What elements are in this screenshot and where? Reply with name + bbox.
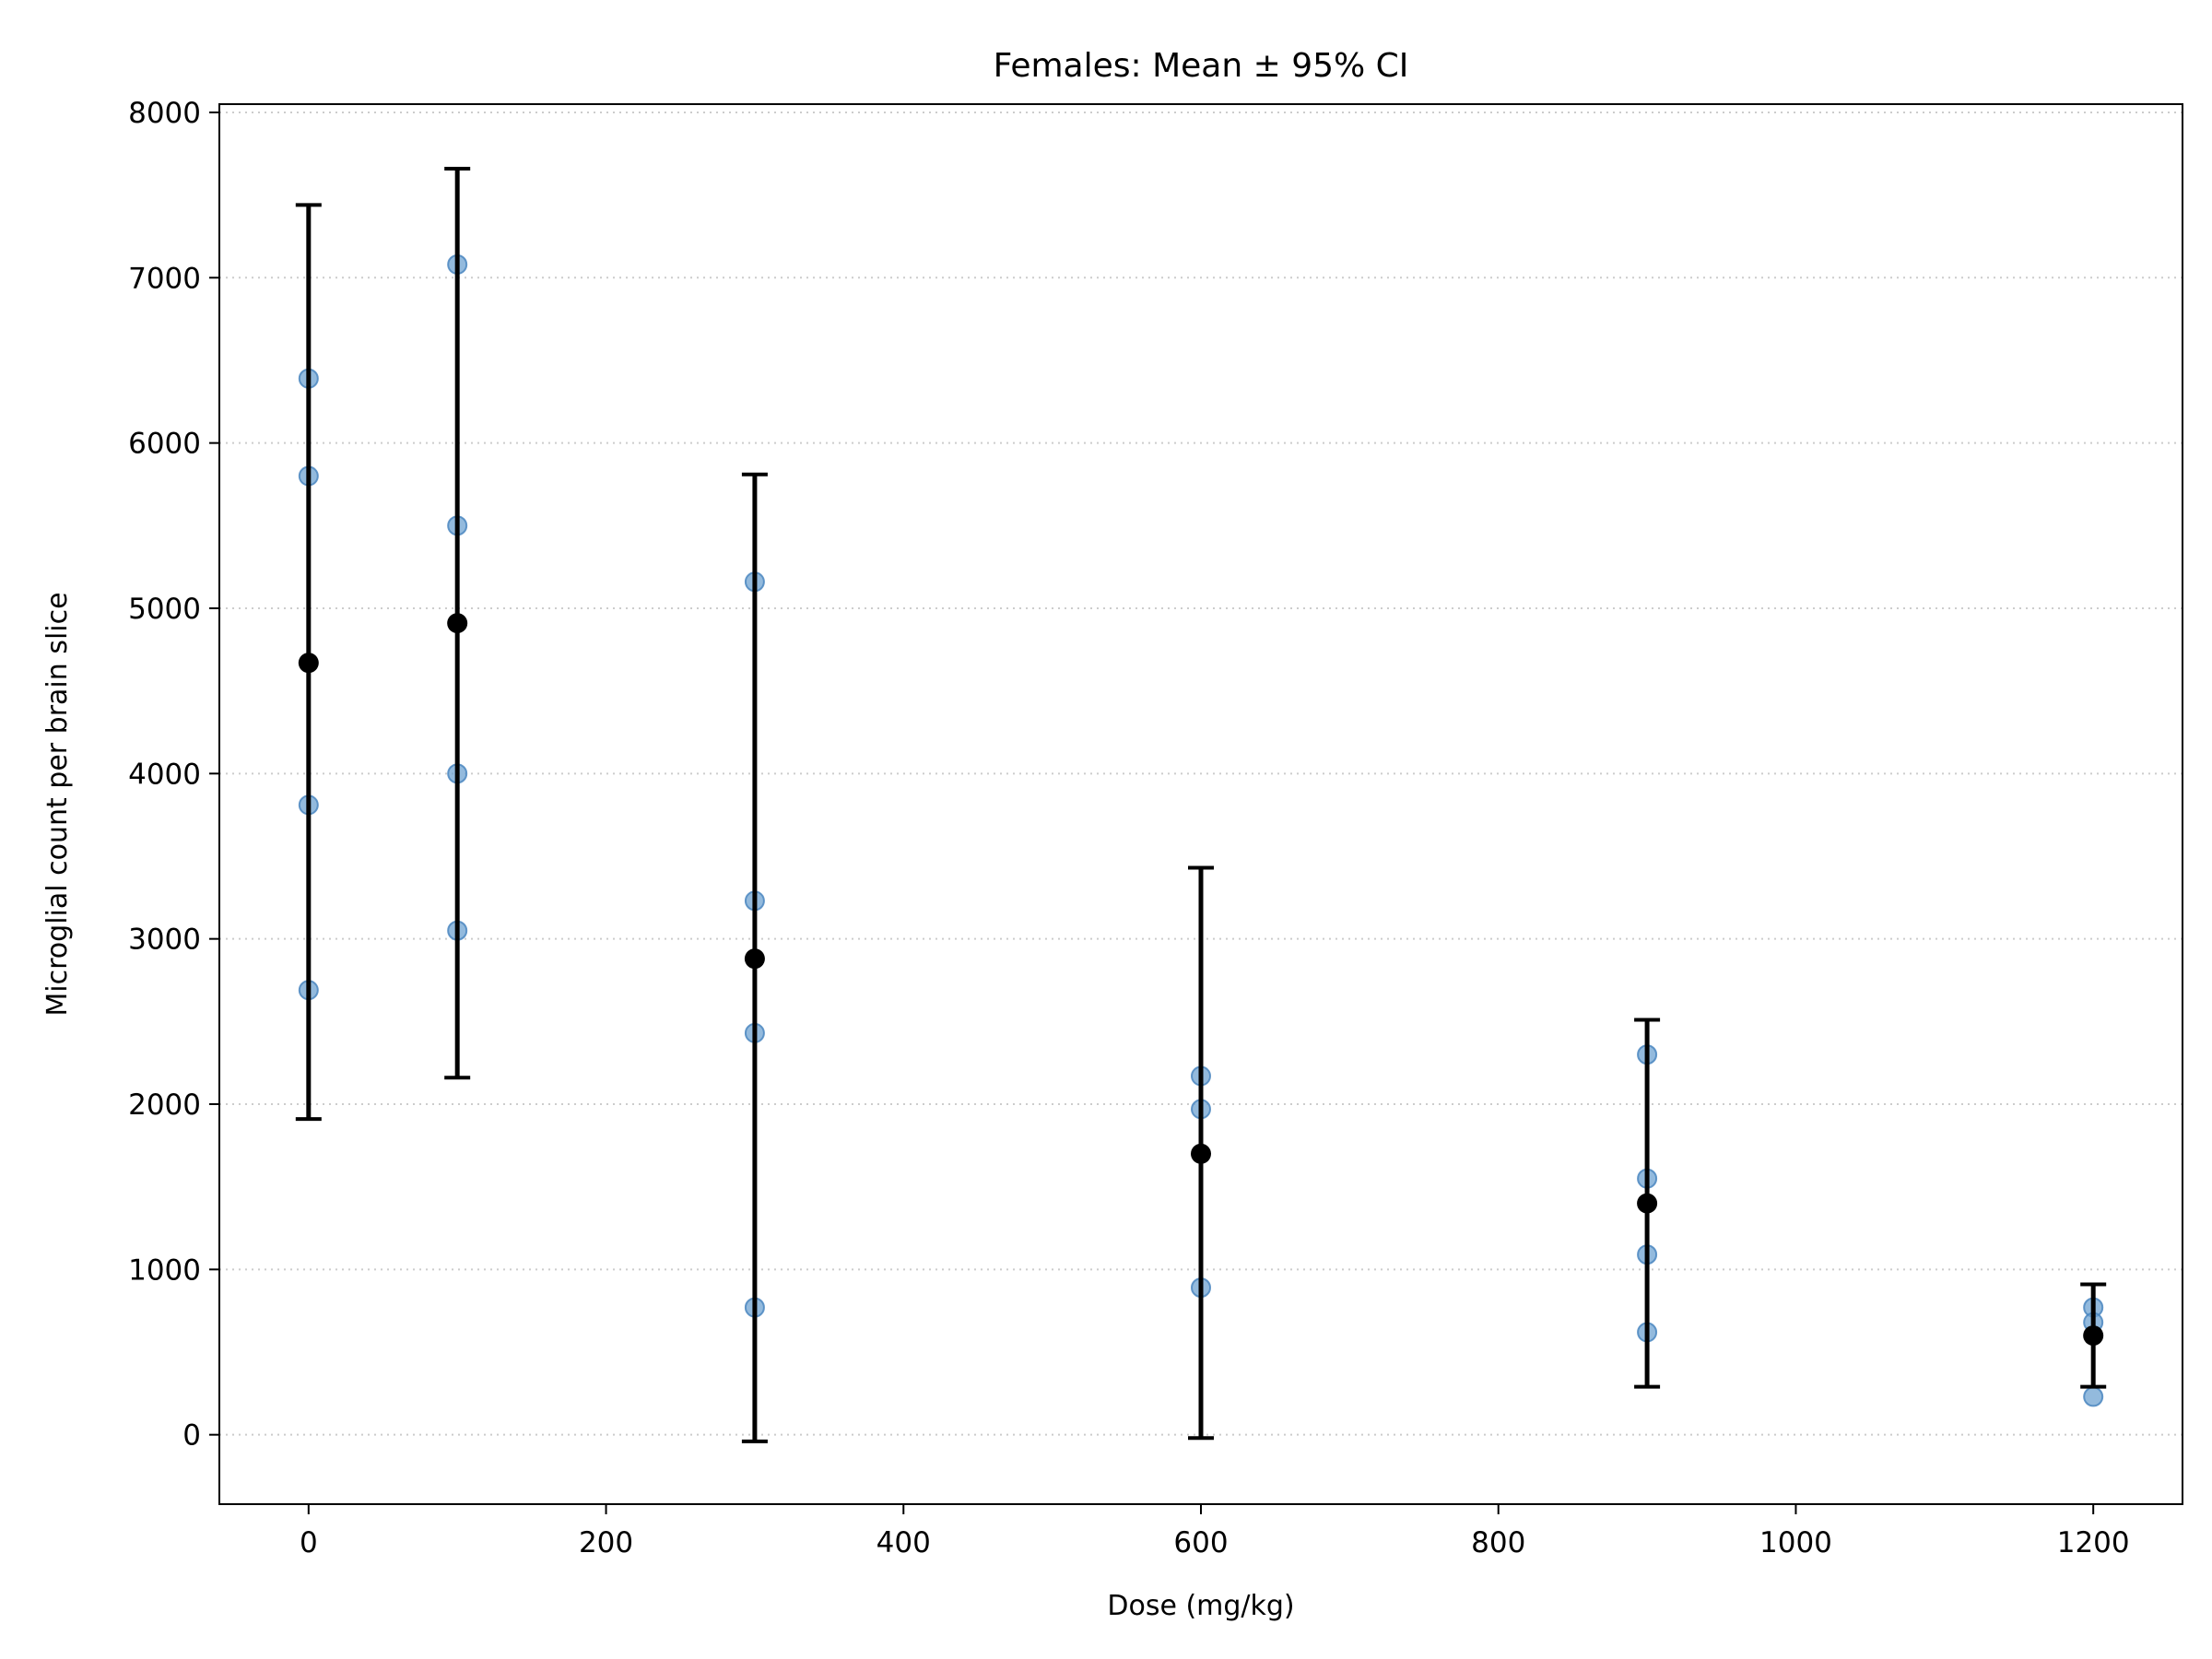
mean-points-layer (298, 613, 2104, 1347)
x-tick-label: 1000 (1759, 1526, 1832, 1559)
y-tick-label: 4000 (128, 758, 201, 791)
x-axis-ticks: 0 200 400 600 800 1000 1200 (300, 1504, 2130, 1559)
y-tick-label: 3000 (128, 924, 201, 957)
x-tick-label: 0 (300, 1526, 318, 1559)
mean-point (1637, 1193, 1658, 1214)
mean-point (298, 653, 319, 674)
x-tick-label: 1200 (2057, 1526, 2130, 1559)
chart-title: Females: Mean ± 95% CI (994, 47, 1409, 85)
mean-point (2083, 1325, 2104, 1347)
mean-point (1191, 1143, 1211, 1164)
y-axis-label: Microglial count per brain slice (41, 592, 74, 1016)
x-axis-label: Dose (mg/kg) (1107, 1590, 1294, 1622)
y-tick-label: 5000 (128, 593, 201, 626)
mean-point (447, 613, 468, 634)
y-tick-label: 8000 (128, 97, 201, 130)
y-axis-ticks: 0 1000 2000 3000 4000 5000 6000 7000 8000 (128, 97, 219, 1453)
y-tick-label: 7000 (128, 262, 201, 295)
x-tick-label: 600 (1173, 1526, 1228, 1559)
individual-data-point (2083, 1386, 2104, 1407)
x-tick-label: 400 (877, 1526, 931, 1559)
y-tick-label: 6000 (128, 428, 201, 461)
x-tick-label: 200 (579, 1526, 633, 1559)
mean-point (744, 948, 765, 970)
y-tick-label: 1000 (128, 1253, 201, 1287)
y-tick-label: 0 (182, 1419, 201, 1453)
x-tick-label: 800 (1471, 1526, 1525, 1559)
y-tick-label: 2000 (128, 1088, 201, 1122)
